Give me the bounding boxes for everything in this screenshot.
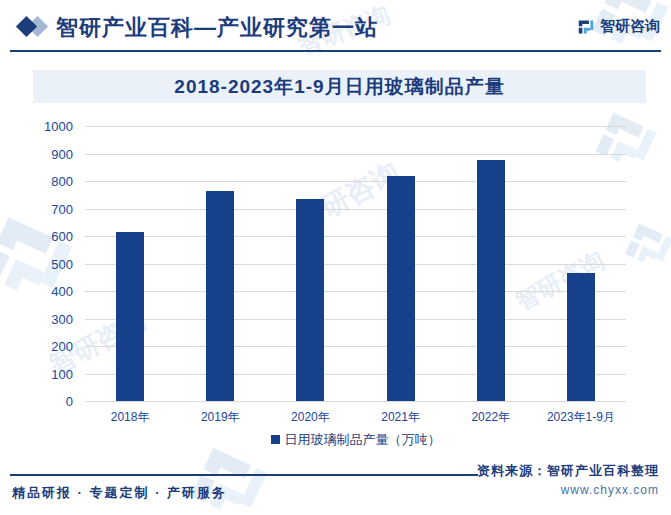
- y-tick-label: 600: [51, 229, 73, 244]
- brand-logo: 智研咨询: [577, 17, 660, 36]
- y-tick-label: 200: [51, 339, 73, 354]
- gridline: [85, 154, 626, 155]
- header-divider: [10, 50, 661, 52]
- gridline: [85, 291, 626, 292]
- plot-area: [85, 126, 626, 401]
- y-tick-label: 900: [51, 147, 73, 162]
- y-tick-label: 700: [51, 202, 73, 217]
- legend-label: 日用玻璃制品产量（万吨）: [285, 432, 441, 447]
- brand-title: 智研产业百科—产业研究第一站: [56, 13, 378, 43]
- zhiyan-logo-icon: [577, 19, 595, 35]
- y-tick-label: 500: [51, 257, 73, 272]
- x-axis: 2018年2019年2020年2021年2022年2023年1-9月: [85, 409, 626, 425]
- gridline: [85, 401, 626, 402]
- legend: 日用玻璃制品产量（万吨）: [85, 431, 626, 449]
- chart-title: 2018-2023年1-9月日用玻璃制品产量: [174, 74, 504, 100]
- gridline: [85, 181, 626, 182]
- footer-source-block: 资料来源：智研产业百科整理 www.chyxx.com: [477, 462, 659, 497]
- watermark: [183, 440, 276, 515]
- page: 智研咨询智研咨询智研咨询智研咨询 智研产业百科—产业研究第一站 智研咨询 201…: [0, 0, 671, 515]
- footer-website: www.chyxx.com: [477, 483, 659, 497]
- chart-title-banner: 2018-2023年1-9月日用玻璃制品产量: [33, 70, 646, 103]
- gridline: [85, 126, 626, 127]
- bar: [116, 232, 144, 401]
- y-tick-label: 300: [51, 312, 73, 327]
- bar: [206, 191, 234, 401]
- bar: [296, 199, 324, 401]
- y-axis: 01002003004005006007008009001000: [0, 126, 76, 401]
- bar: [477, 160, 505, 401]
- y-tick-label: 400: [51, 284, 73, 299]
- bar: [567, 273, 595, 401]
- gridline: [85, 264, 626, 265]
- brand-diamond-icon: [18, 17, 54, 37]
- footer-divider: [10, 474, 478, 476]
- y-tick-label: 100: [51, 367, 73, 382]
- bar: [387, 176, 415, 401]
- y-tick-label: 800: [51, 174, 73, 189]
- gridline: [85, 236, 626, 237]
- gridline: [85, 346, 626, 347]
- gridline: [85, 209, 626, 210]
- gridline: [85, 374, 626, 375]
- footer-services: 精品研报 · 专题定制 · 产研服务: [12, 484, 227, 502]
- y-tick-label: 0: [66, 394, 73, 409]
- watermark: [619, 218, 671, 275]
- gridline: [85, 319, 626, 320]
- y-tick-label: 1000: [44, 119, 73, 134]
- footer-source: 资料来源：智研产业百科整理: [477, 462, 659, 480]
- legend-marker-icon: [271, 435, 280, 444]
- brand-logo-text: 智研咨询: [600, 17, 660, 36]
- x-tick-label: 2023年1-9月: [521, 409, 641, 426]
